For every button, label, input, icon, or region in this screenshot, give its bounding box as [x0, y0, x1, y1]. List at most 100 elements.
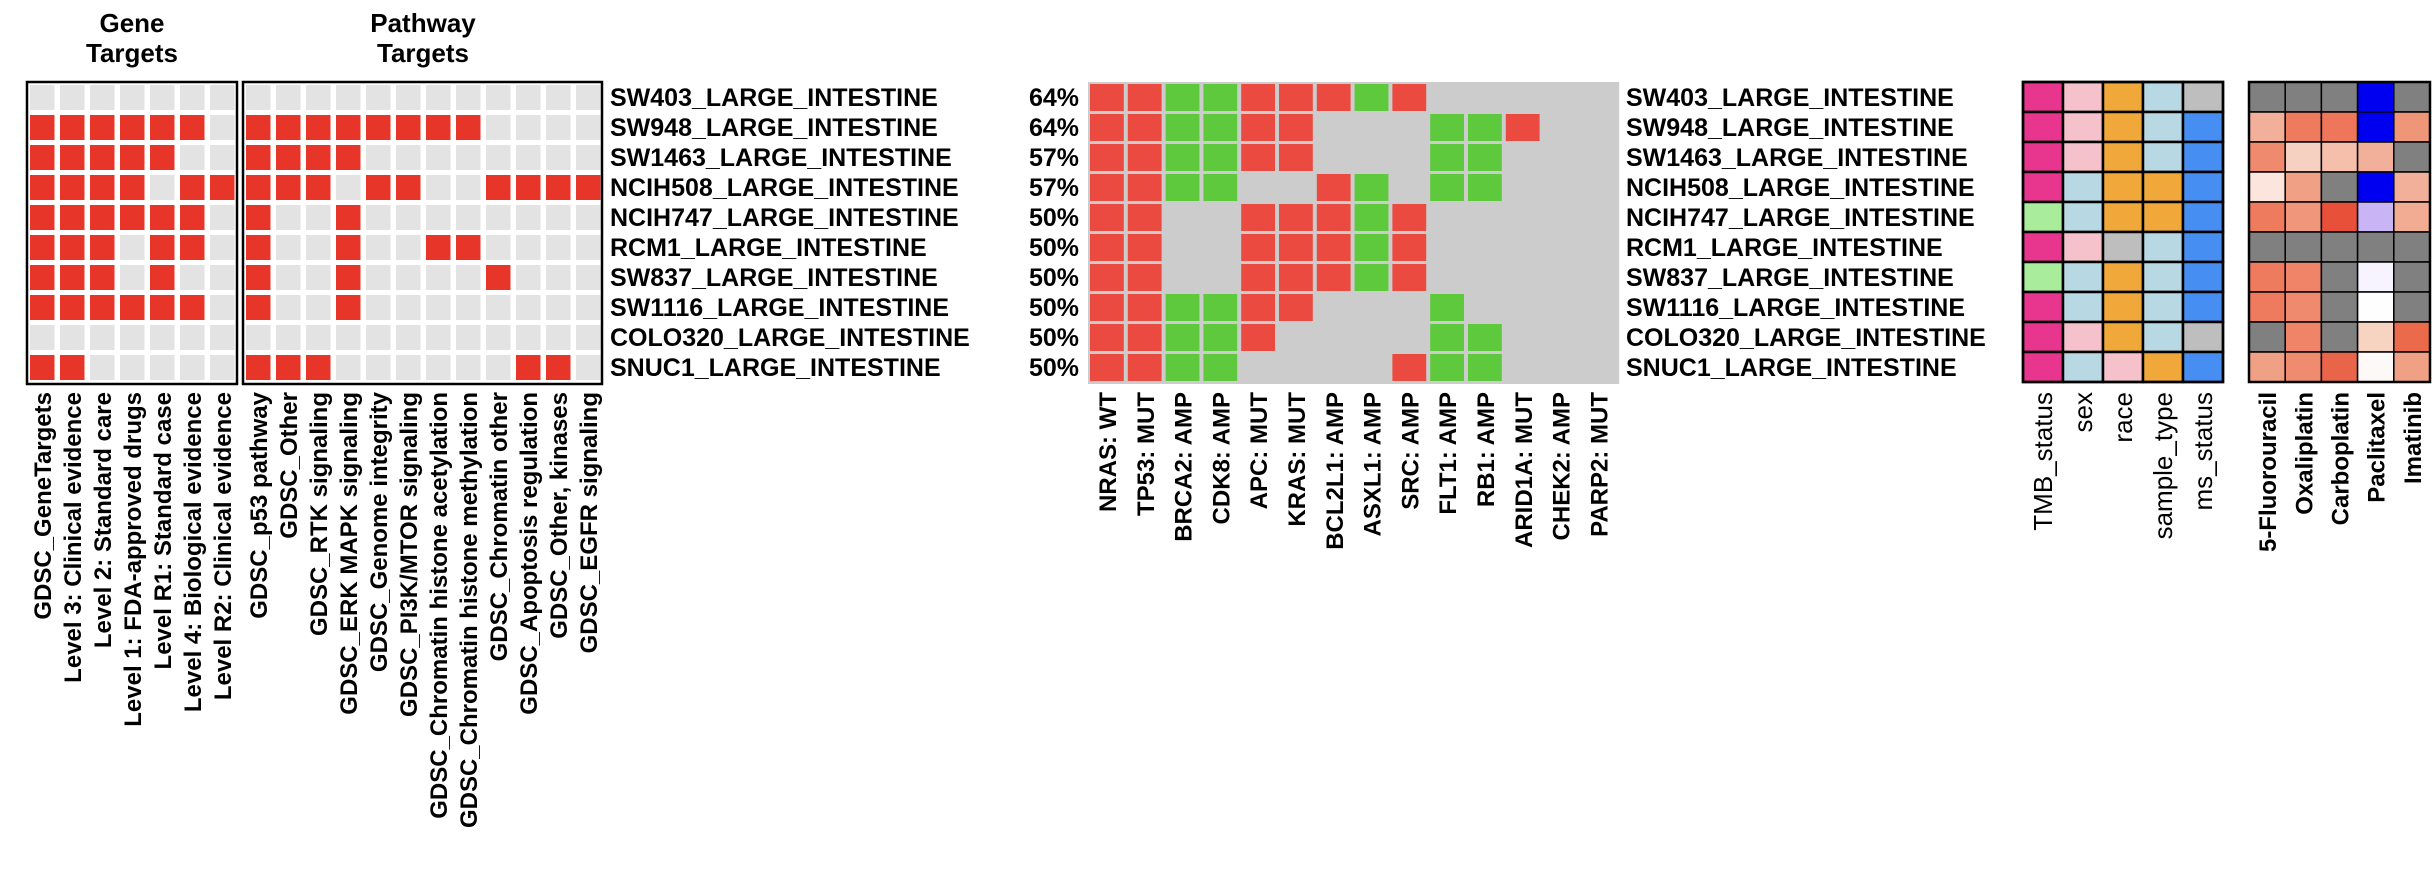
- row-label: SW1116_LARGE_INTESTINE: [610, 294, 949, 322]
- gene_targets-cell: [120, 145, 145, 170]
- sample-annotation-heatmap: TMB_status sex race sample_type ms_status: [2021, 80, 2225, 539]
- gene_targets-cell: [90, 175, 115, 200]
- amplification-cell: [1468, 144, 1502, 171]
- gene_targets-cell: [120, 325, 145, 350]
- pathway_targets-cell: [516, 85, 541, 110]
- amplification-cell: [1354, 234, 1389, 261]
- gene_targets-cell: [150, 145, 175, 170]
- gene_targets-cell: [210, 85, 235, 110]
- pathway_targets-cell: [426, 325, 451, 350]
- alteration-column-label: PARP2: MUT: [1586, 392, 1613, 537]
- gene_targets-cell: [120, 85, 145, 110]
- gene_targets-cell: [30, 355, 55, 380]
- pathway_targets-cell: [336, 295, 361, 320]
- pathway_targets-cell: [246, 325, 271, 350]
- pathway_targets-cell: [246, 115, 271, 140]
- pathway_targets-cell: [546, 145, 571, 170]
- gene_targets-cell: [150, 355, 175, 380]
- pathway_targets-cell: [576, 145, 601, 170]
- drugs-cell: [2320, 141, 2359, 173]
- gene_targets-cell: [210, 295, 235, 320]
- pathway_targets-cell: [366, 85, 391, 110]
- row-label: SW948_LARGE_INTESTINE: [1626, 114, 1954, 142]
- annotations-column-label: sample_type: [2148, 392, 2178, 539]
- pathway_targets-cell: [576, 265, 601, 290]
- gene_targets-cell: [120, 355, 145, 380]
- pathway_targets-cell: [456, 145, 481, 170]
- alteration-percentage: 50%: [1029, 324, 1079, 352]
- mutation-cell: [1279, 144, 1313, 171]
- annotations-cell: [2061, 80, 2105, 114]
- mutation-cell: [1090, 354, 1124, 381]
- gene_targets-cell: [30, 145, 55, 170]
- gene_targets-cell: [60, 355, 85, 380]
- mutation-cell: [1279, 234, 1313, 261]
- mutation-cell: [1316, 174, 1351, 201]
- drugs-cell: [2284, 321, 2323, 353]
- annotations-cell: [2141, 350, 2185, 384]
- drugs-cell: [2284, 201, 2323, 233]
- mutation-cell: [1127, 264, 1162, 291]
- drugs-column-label: Carboplatin: [2328, 392, 2355, 525]
- mutation-cell: [1090, 114, 1124, 141]
- drugs-cell: [2320, 351, 2359, 383]
- pathway_targets-cell: [396, 205, 421, 230]
- gene_targets-cell: [60, 265, 85, 290]
- gene_targets-cell: [180, 145, 205, 170]
- mutation-cell: [1392, 234, 1427, 261]
- mutation-cell: [1392, 354, 1427, 381]
- pathway_targets-cell: [336, 115, 361, 140]
- alteration-percentage: 50%: [1029, 354, 1079, 382]
- pathway_targets-cell: [486, 175, 511, 200]
- row-label: SW1463_LARGE_INTESTINE: [1626, 144, 1968, 172]
- row-label: RCM1_LARGE_INTESTINE: [610, 234, 927, 262]
- drugs-cell: [2248, 351, 2286, 383]
- annotations-frame: [2021, 80, 2225, 384]
- annotations-cell: [2181, 200, 2225, 234]
- pathway_targets-cell: [576, 115, 601, 140]
- drugs-cell: [2284, 171, 2323, 203]
- annotations-cell: [2021, 170, 2065, 204]
- gene_targets-cell: [30, 235, 55, 260]
- pathway_targets-cell: [486, 85, 511, 110]
- amplification-cell: [1430, 144, 1464, 171]
- alteration-column-label: CHEK2: AMP: [1549, 392, 1576, 540]
- mutation-cell: [1127, 324, 1162, 351]
- pathway_targets-cell: [486, 205, 511, 230]
- amplification-cell: [1354, 264, 1389, 291]
- drugs-column-label: Paclitaxel: [2364, 392, 2391, 503]
- mutation-cell: [1279, 84, 1313, 111]
- gene_targets-cell: [120, 115, 145, 140]
- drugs-cell: [2393, 171, 2431, 203]
- annotations-cell: [2141, 320, 2185, 354]
- annotations-cell: [2061, 110, 2105, 144]
- pathway_targets-cell: [456, 175, 481, 200]
- gene_targets-cell: [60, 115, 85, 140]
- pathway_targets-cell: [246, 295, 271, 320]
- annotations-cell: [2061, 290, 2105, 324]
- pathway_targets-cell: [396, 115, 421, 140]
- gene_targets-cell: [120, 295, 145, 320]
- pathway_targets-cell: [246, 265, 271, 290]
- gene_targets-cell: [210, 355, 235, 380]
- gene_targets-cell: [90, 355, 115, 380]
- pathway_targets-cell: [336, 205, 361, 230]
- gene_targets-cell: [60, 235, 85, 260]
- pathway_targets-cell: [486, 115, 511, 140]
- annotations-cell: [2141, 260, 2185, 294]
- pathway_targets-cell: [246, 85, 271, 110]
- pathway_targets-cell: [576, 355, 601, 380]
- mutation-cell: [1127, 84, 1162, 111]
- mutation-cell: [1090, 174, 1124, 201]
- mutation-cell: [1090, 84, 1124, 111]
- pathway_targets-cell: [456, 265, 481, 290]
- annotations-cell: [2181, 110, 2225, 144]
- pathway_targets-cell: [336, 355, 361, 380]
- drugs-cell: [2356, 231, 2395, 263]
- annotations-cell: [2181, 290, 2225, 324]
- annotations-cell: [2101, 290, 2145, 324]
- pathway_targets-cell: [486, 235, 511, 260]
- annotations-cell: [2101, 110, 2145, 144]
- mutation-cell: [1090, 204, 1124, 231]
- drugs-column-label: 5-Fluorouracil: [2255, 392, 2282, 552]
